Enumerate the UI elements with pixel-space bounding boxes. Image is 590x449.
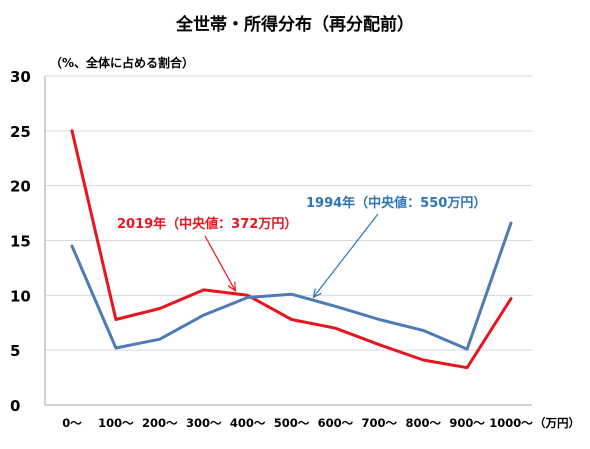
x-tick-label: 400～ [230, 416, 266, 430]
annotation-arrow-head [312, 288, 322, 299]
x-tick-label: 600～ [318, 416, 354, 430]
x-tick-label: 300～ [186, 416, 222, 430]
x-tick-label: 100～ [98, 416, 134, 430]
series-line [70, 129, 513, 370]
y-tick-label: 10 [10, 287, 31, 305]
x-tick-label: 0～ [62, 416, 82, 430]
annotation-arrow-head [227, 281, 236, 293]
series-lines [70, 129, 513, 370]
annotations: 2019年（中央値：372万円） 1994年（中央値：550万円） [117, 195, 486, 299]
annotation-label: 2019年（中央値：372万円） [117, 216, 297, 232]
x-axis-unit-label: （万円） [534, 416, 580, 430]
y-tick-label: 20 [10, 178, 31, 196]
chart-title: 全世帯・所得分布（再分配前） [175, 14, 414, 35]
x-tick-label: 200～ [142, 416, 178, 430]
x-tick-label: 800～ [405, 416, 441, 430]
x-tick-label: 500～ [274, 416, 310, 430]
annotation-arrow-line [312, 213, 379, 298]
x-tick-label: 700～ [362, 416, 398, 430]
x-tick-label: 1000～ [489, 416, 533, 430]
annotation-arrow-line [204, 235, 236, 292]
series-line [70, 221, 513, 351]
y-axis-unit-label: （%、全体に占める割合） [50, 55, 194, 70]
y-tick-label: 5 [10, 342, 20, 360]
x-tick-label: 900～ [449, 416, 485, 430]
y-tick-label: 30 [10, 68, 31, 86]
x-axis-ticks: 0～ 100～ 200～ 300～ 400～ 500～ 600～ 700～ 800～ 900～ 10… [62, 416, 533, 430]
annotation-label: 1994年（中央値：550万円） [306, 195, 486, 211]
y-axis-ticks: 0 5 10 15 20 25 30 [10, 68, 31, 415]
gridlines [44, 75, 532, 406]
y-tick-label: 25 [10, 123, 31, 141]
y-tick-label: 15 [10, 233, 31, 251]
y-tick-label: 0 [10, 397, 20, 415]
